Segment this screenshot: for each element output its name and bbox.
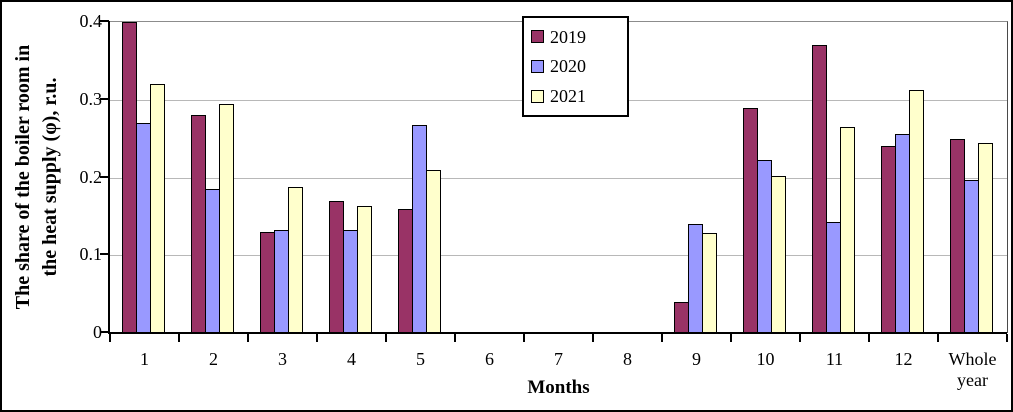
y-axis-title-line1: The share of the boiler room in — [12, 44, 34, 310]
bar-2020-12 — [894, 134, 911, 333]
x-category-label-2: 2 — [209, 349, 218, 369]
x-category-label-whole-year: Whole year — [948, 349, 997, 390]
x-axis-line — [108, 332, 1007, 334]
x-category-label-7: 7 — [554, 349, 563, 369]
y-tick-0.1 — [100, 253, 109, 256]
legend-swatch-2020 — [531, 59, 544, 73]
y-axis-line — [108, 21, 110, 334]
bar-2019-4 — [328, 200, 344, 333]
x-category-label-5: 5 — [416, 349, 425, 369]
x-tick-6 — [523, 334, 525, 342]
bar-2021-1 — [150, 84, 166, 333]
y-tick-label-0.2: 0.2 — [79, 166, 103, 187]
x-category-label-8: 8 — [623, 349, 632, 369]
bar-2019-2 — [190, 115, 206, 333]
bar-2021-3 — [288, 186, 304, 333]
bar-2020-11 — [825, 221, 842, 333]
bar-2019-1 — [121, 22, 137, 333]
gridline-0.1 — [110, 255, 1007, 257]
bar-2021-11 — [840, 127, 856, 333]
bar-2021-whole-year — [978, 143, 994, 333]
y-tick-label-0.4: 0.4 — [79, 11, 103, 31]
legend-item-2020: 2020 — [531, 57, 627, 75]
plot-area — [110, 21, 1008, 333]
x-tick-9 — [730, 334, 732, 342]
x-category-label-3: 3 — [278, 349, 287, 369]
bar-2020-2 — [204, 189, 221, 333]
bar-2021-4 — [357, 206, 373, 333]
x-tick-5 — [454, 334, 456, 342]
x-category-label-4: 4 — [347, 349, 356, 369]
bar-2020-10 — [756, 160, 773, 333]
x-tick-1 — [178, 334, 180, 342]
x-tick-10 — [799, 334, 801, 342]
bar-2021-9 — [702, 232, 718, 333]
bar-2019-3 — [259, 231, 275, 333]
x-tick-8 — [661, 334, 663, 342]
x-axis-title: Months — [527, 377, 590, 398]
legend-swatch-2021 — [531, 89, 544, 103]
bar-2020-4 — [342, 229, 359, 333]
x-category-label-12: 12 — [894, 349, 913, 369]
x-tick-7 — [592, 334, 594, 342]
bar-2021-10 — [771, 175, 787, 333]
legend: 2019 2020 2021 — [522, 16, 629, 117]
x-tick-3 — [316, 334, 318, 342]
x-category-label-9: 9 — [692, 349, 701, 369]
legend-swatch-2019 — [531, 30, 544, 44]
x-category-label-10: 10 — [756, 349, 775, 369]
bar-2019-5 — [397, 208, 413, 333]
y-tick-label-0.3: 0.3 — [79, 88, 103, 109]
legend-label-2021: 2021 — [550, 86, 586, 107]
legend-item-2021: 2021 — [531, 87, 627, 105]
legend-item-2019: 2019 — [531, 28, 627, 46]
y-tick-0 — [100, 331, 109, 333]
x-category-label-1: 1 — [140, 349, 149, 369]
x-category-label-11: 11 — [825, 349, 844, 369]
x-tick-12 — [937, 334, 939, 342]
x-tick-11 — [868, 334, 870, 342]
bar-2020-whole-year — [963, 179, 980, 333]
legend-label-2019: 2019 — [550, 26, 586, 47]
x-category-label-6: 6 — [485, 349, 494, 369]
gridline-0.2 — [110, 177, 1007, 179]
bar-2020-3 — [273, 230, 290, 333]
legend-label-2020: 2020 — [550, 56, 586, 77]
bar-2019-whole-year — [949, 138, 965, 333]
y-tick-label-0.1: 0.1 — [79, 244, 103, 265]
bar-2021-2 — [219, 103, 235, 333]
bar-2021-12 — [909, 89, 925, 333]
x-tick-13 — [1006, 334, 1008, 342]
bar-2019-10 — [742, 107, 758, 333]
x-tick-0 — [109, 334, 111, 342]
bar-2020-9 — [687, 224, 704, 333]
y-tick-0.4 — [100, 20, 109, 22]
bar-2020-1 — [135, 123, 152, 333]
y-tick-label-0: 0 — [93, 322, 102, 342]
x-tick-4 — [385, 334, 387, 342]
bar-2019-12 — [880, 146, 896, 333]
x-tick-2 — [247, 334, 249, 342]
y-tick-0.3 — [100, 97, 109, 100]
bar-2020-5 — [411, 124, 428, 333]
bar-2019-9 — [673, 301, 689, 333]
bar-2019-11 — [811, 45, 827, 333]
bar-2021-5 — [426, 169, 442, 333]
y-tick-0.2 — [100, 175, 109, 178]
